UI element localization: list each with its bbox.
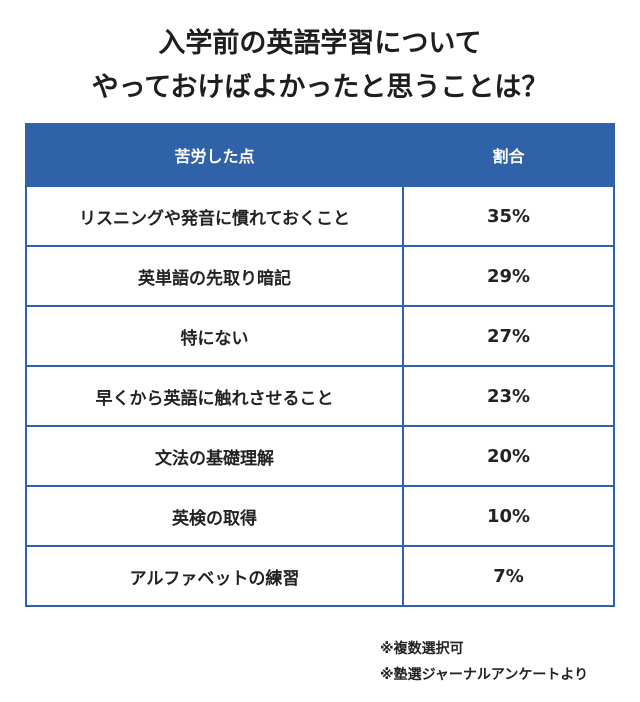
row-item: アルファベットの練習	[25, 545, 404, 607]
footnote-source: ※塾選ジャーナルアンケートより	[380, 667, 589, 683]
row-ratio: 35%	[402, 185, 615, 247]
table-header-row: 苦労した点 割合	[25, 123, 615, 187]
table-row: 英単語の先取り暗記 29%	[25, 245, 615, 307]
header-ratio: 割合	[402, 123, 615, 187]
footnotes: ※複数選択可 ※塾選ジャーナルアンケートより	[380, 636, 588, 688]
table-row: 文法の基礎理解 20%	[25, 425, 615, 487]
table-row: アルファベットの練習 7%	[25, 545, 615, 607]
row-item: リスニングや発音に慣れておくこと	[25, 185, 404, 247]
title-line-2: やっておけばよかったと思うことは？	[91, 72, 549, 103]
row-item: 英検の取得	[25, 485, 404, 547]
table-row: 特にない 27%	[25, 305, 615, 367]
header-item: 苦労した点	[25, 123, 404, 187]
row-item: 特にない	[25, 305, 404, 367]
row-ratio: 7%	[402, 545, 615, 607]
survey-table: 苦労した点 割合 リスニングや発音に慣れておくこと 35% 英単語の先取り暗記 …	[25, 123, 615, 607]
row-ratio: 20%	[402, 425, 615, 487]
page-title: 入学前の英語学習について やっておけばよかったと思うことは？	[0, 22, 640, 110]
row-item: 早くから英語に触れさせること	[25, 365, 404, 427]
table-row: リスニングや発音に慣れておくこと 35%	[25, 185, 615, 247]
table-row: 英検の取得 10%	[25, 485, 615, 547]
row-item: 文法の基礎理解	[25, 425, 404, 487]
row-ratio: 27%	[402, 305, 615, 367]
title-line-1: 入学前の英語学習について	[158, 28, 482, 59]
row-item: 英単語の先取り暗記	[25, 245, 404, 307]
footnote-multiple-choice: ※複数選択可	[380, 641, 464, 657]
table-row: 早くから英語に触れさせること 23%	[25, 365, 615, 427]
row-ratio: 29%	[402, 245, 615, 307]
row-ratio: 23%	[402, 365, 615, 427]
row-ratio: 10%	[402, 485, 615, 547]
